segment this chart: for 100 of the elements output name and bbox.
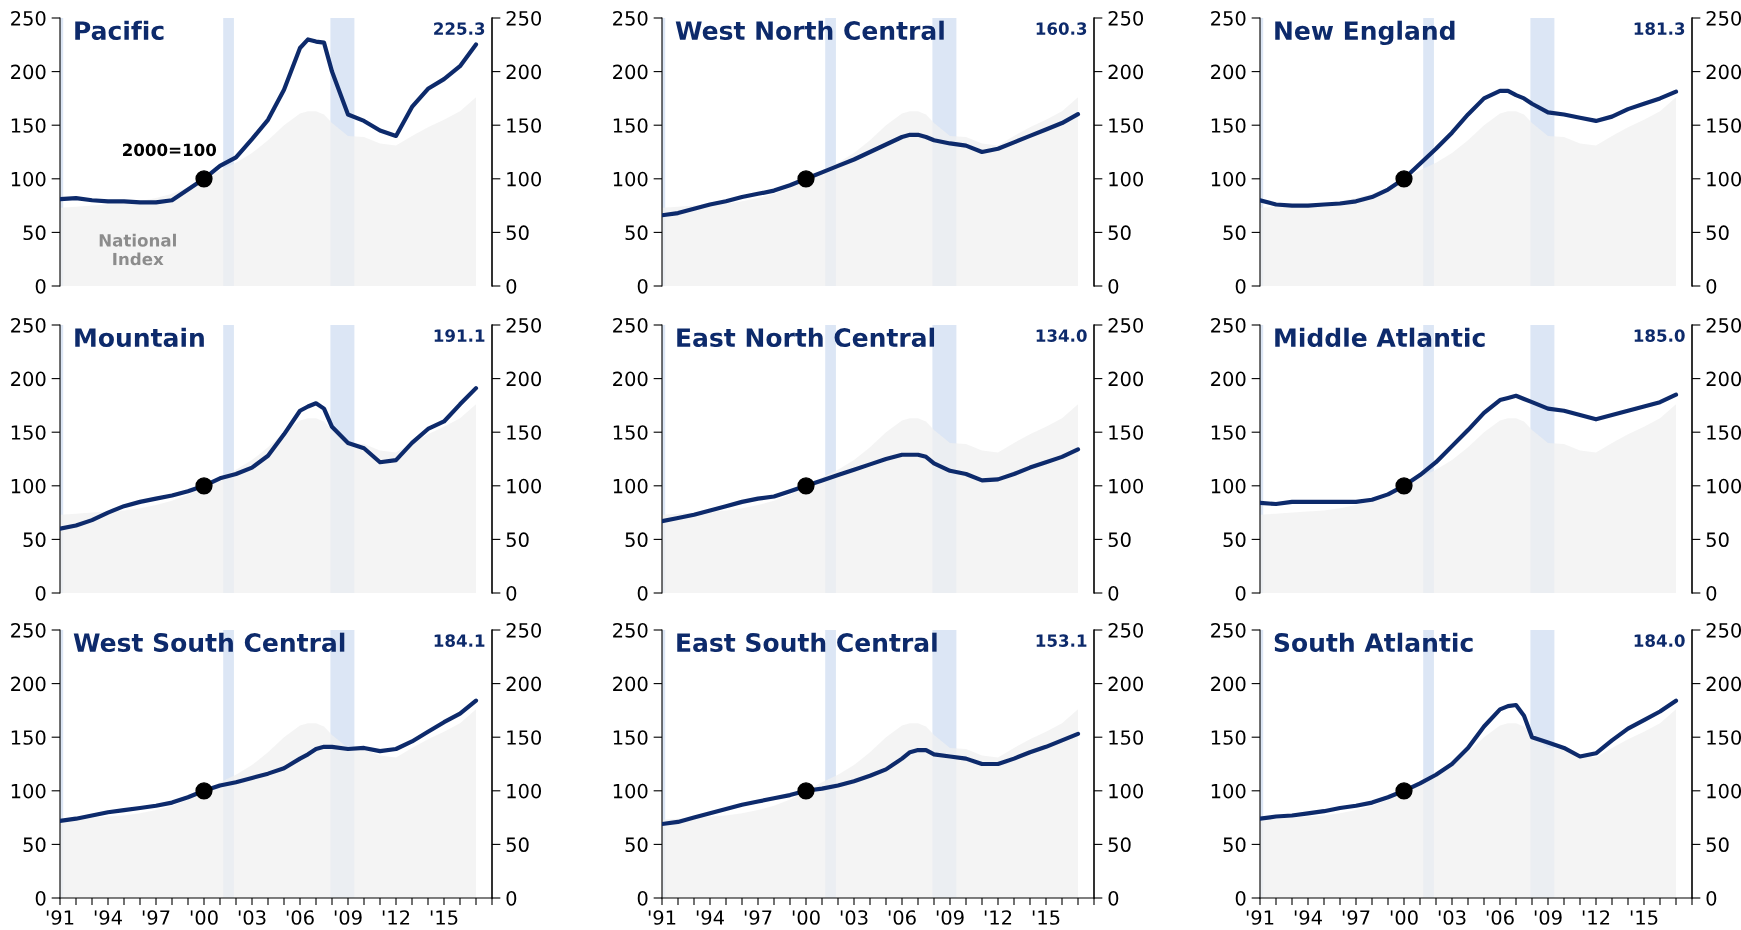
y2-tick-label: 200 bbox=[1706, 64, 1741, 80]
y2-tick-label: 150 bbox=[507, 730, 542, 745]
x-tick-label: '00 bbox=[792, 910, 820, 925]
y-tick-label: 100 bbox=[11, 171, 46, 187]
y2-tick-label: 250 bbox=[1706, 622, 1741, 638]
y-tick-label: 200 bbox=[613, 371, 648, 387]
chart-title: Middle Atlantic bbox=[1275, 327, 1485, 348]
annotation: 153.1 bbox=[1036, 634, 1087, 647]
chart-title: Mountain bbox=[75, 327, 204, 348]
x-tick-label: '12 bbox=[382, 910, 410, 925]
y2-tick-label: 150 bbox=[1109, 730, 1144, 745]
y-tick-label: 150 bbox=[1211, 730, 1246, 745]
y2-tick-label: 200 bbox=[506, 676, 542, 692]
y2-tick-label: 150 bbox=[1109, 118, 1144, 133]
chart-title: West North Central bbox=[675, 20, 944, 41]
y-tick-label: 250 bbox=[613, 10, 648, 26]
y2-tick-label: 200 bbox=[1108, 371, 1144, 387]
y-tick-label: 150 bbox=[613, 118, 648, 133]
y-tick-label: 100 bbox=[613, 171, 648, 187]
y-tick-label: 100 bbox=[613, 783, 648, 799]
y2-tick-label: 100 bbox=[507, 171, 542, 187]
y-tick-label: 0 bbox=[35, 278, 46, 294]
x-tick-label: '94 bbox=[94, 910, 122, 925]
y-tick-label: 200 bbox=[613, 64, 648, 80]
y-tick-label: 200 bbox=[1211, 64, 1246, 80]
y-tick-label: 150 bbox=[613, 425, 648, 440]
x-tick-label: '91 bbox=[1246, 910, 1274, 925]
y-tick-label: 200 bbox=[613, 676, 648, 692]
y-tick-label: 250 bbox=[11, 317, 46, 333]
y2-tick-label: 100 bbox=[1109, 783, 1144, 799]
y2-tick-label: 200 bbox=[1108, 64, 1144, 80]
y2-tick-label: 250 bbox=[506, 10, 542, 26]
y-tick-label: 50 bbox=[625, 837, 648, 853]
annotation: 2000=100 bbox=[123, 143, 217, 157]
y2-tick-label: 0 bbox=[1706, 585, 1717, 601]
x-tick-label: '94 bbox=[1294, 910, 1322, 925]
x-tick-label: '12 bbox=[1582, 910, 1610, 925]
annotation: 160.3 bbox=[1036, 22, 1087, 35]
y-tick-label: 0 bbox=[1235, 278, 1246, 294]
y-tick-label: 250 bbox=[11, 622, 46, 638]
y-tick-label: 250 bbox=[613, 622, 648, 638]
y2-tick-label: 100 bbox=[507, 783, 542, 799]
y-tick-label: 0 bbox=[637, 890, 648, 906]
y2-tick-label: 150 bbox=[507, 118, 542, 133]
y-tick-label: 200 bbox=[11, 676, 46, 692]
line-series bbox=[662, 112, 1081, 218]
y2-tick-label: 0 bbox=[506, 585, 517, 601]
x-tick-label: '06 bbox=[1486, 910, 1514, 925]
y-tick-label: 250 bbox=[1211, 622, 1246, 638]
y-tick-label: 50 bbox=[23, 225, 46, 241]
series-label: National Index bbox=[99, 233, 176, 266]
y-tick-label: 100 bbox=[11, 783, 46, 799]
x-tick-label: '03 bbox=[1438, 910, 1466, 925]
y2-tick-label: 250 bbox=[1108, 317, 1144, 333]
y-tick-label: 200 bbox=[11, 371, 46, 387]
y-tick-label: 0 bbox=[1235, 585, 1246, 601]
y-tick-label: 250 bbox=[1211, 317, 1246, 333]
y2-tick-label: 50 bbox=[1706, 532, 1729, 548]
y-tick-label: 150 bbox=[1211, 425, 1246, 440]
x-tick-label: '97 bbox=[142, 910, 170, 925]
line-series bbox=[1260, 88, 1679, 208]
y2-tick-label: 200 bbox=[1706, 371, 1741, 387]
y2-tick-label: 200 bbox=[1706, 676, 1741, 692]
x-tick-label: '15 bbox=[1630, 910, 1658, 925]
y-tick-label: 200 bbox=[11, 64, 46, 80]
x-tick-label: '97 bbox=[1342, 910, 1370, 925]
line-series bbox=[662, 731, 1081, 827]
annotation: 134.0 bbox=[1036, 329, 1087, 342]
y-tick-label: 150 bbox=[1211, 118, 1246, 133]
y2-tick-label: 50 bbox=[506, 532, 529, 548]
y2-tick-label: 0 bbox=[1706, 278, 1717, 294]
y2-tick-label: 50 bbox=[506, 837, 529, 853]
x-tick-label: '09 bbox=[1534, 910, 1562, 925]
y2-tick-label: 0 bbox=[1108, 890, 1119, 906]
y2-tick-label: 150 bbox=[1707, 730, 1741, 745]
y-tick-label: 50 bbox=[23, 532, 46, 548]
line-series bbox=[1260, 698, 1679, 821]
annotation: 181.3 bbox=[1634, 22, 1685, 35]
y-tick-label: 150 bbox=[11, 730, 46, 745]
y2-tick-label: 200 bbox=[506, 371, 542, 387]
y-tick-label: 150 bbox=[613, 730, 648, 745]
y2-tick-label: 150 bbox=[1707, 425, 1741, 440]
y-tick-label: 50 bbox=[1223, 225, 1246, 241]
y-tick-label: 100 bbox=[613, 478, 648, 494]
x-tick-label: '91 bbox=[46, 910, 74, 925]
chart-title: East North Central bbox=[677, 327, 935, 348]
y-tick-label: 0 bbox=[1235, 890, 1246, 906]
y2-tick-label: 250 bbox=[1706, 10, 1741, 26]
y-tick-label: 250 bbox=[11, 10, 46, 26]
x-tick-label: '09 bbox=[936, 910, 964, 925]
y-tick-label: 0 bbox=[637, 278, 648, 294]
y2-tick-label: 100 bbox=[507, 478, 542, 494]
y2-tick-label: 0 bbox=[1108, 278, 1119, 294]
y-tick-label: 100 bbox=[1211, 783, 1246, 799]
y-tick-label: 100 bbox=[1211, 171, 1246, 187]
y2-tick-label: 150 bbox=[1109, 425, 1144, 440]
y-tick-label: 50 bbox=[1223, 837, 1246, 853]
line-series bbox=[1260, 392, 1679, 507]
y-tick-label: 200 bbox=[1211, 676, 1246, 692]
annotation: 185.0 bbox=[1634, 329, 1685, 342]
